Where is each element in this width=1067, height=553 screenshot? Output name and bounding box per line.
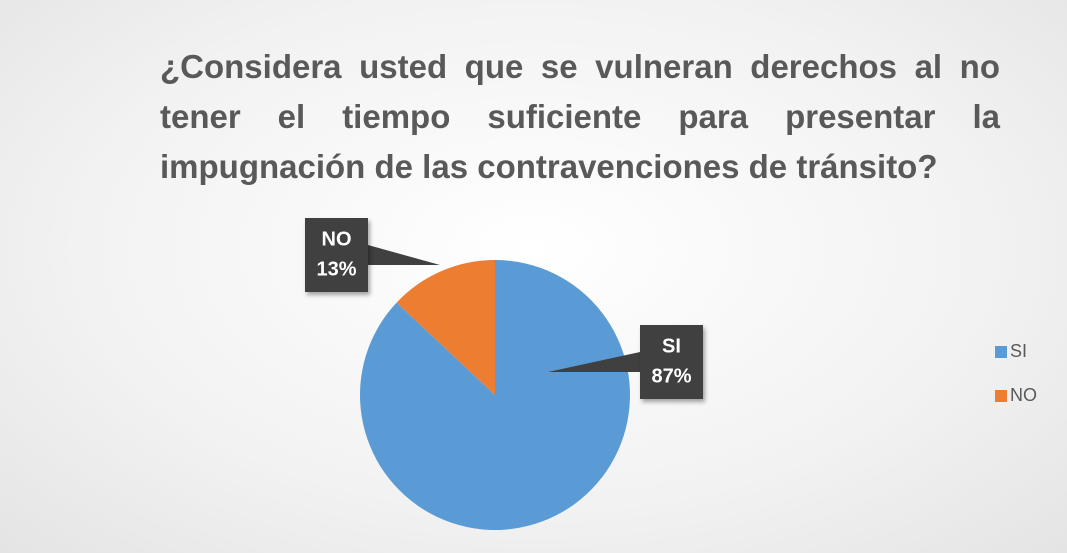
data-label-value: 13% — [316, 258, 356, 280]
chart-title: ¿Considera usted que se vulneran derecho… — [160, 48, 1000, 185]
legend-label: NO — [1010, 385, 1037, 405]
data-label-value: 87% — [651, 365, 691, 387]
legend-label: SI — [1010, 341, 1027, 361]
callout-pointer — [368, 245, 440, 265]
callout-box — [305, 218, 368, 292]
callout-pointer — [548, 352, 640, 372]
legend-swatch — [995, 390, 1007, 402]
legend-swatch — [995, 346, 1007, 358]
callout-box — [640, 325, 703, 399]
data-label-category: SI — [662, 335, 681, 357]
pie-slice — [359, 260, 630, 530]
data-label-category: NO — [322, 228, 352, 250]
pie-slice — [396, 260, 495, 395]
